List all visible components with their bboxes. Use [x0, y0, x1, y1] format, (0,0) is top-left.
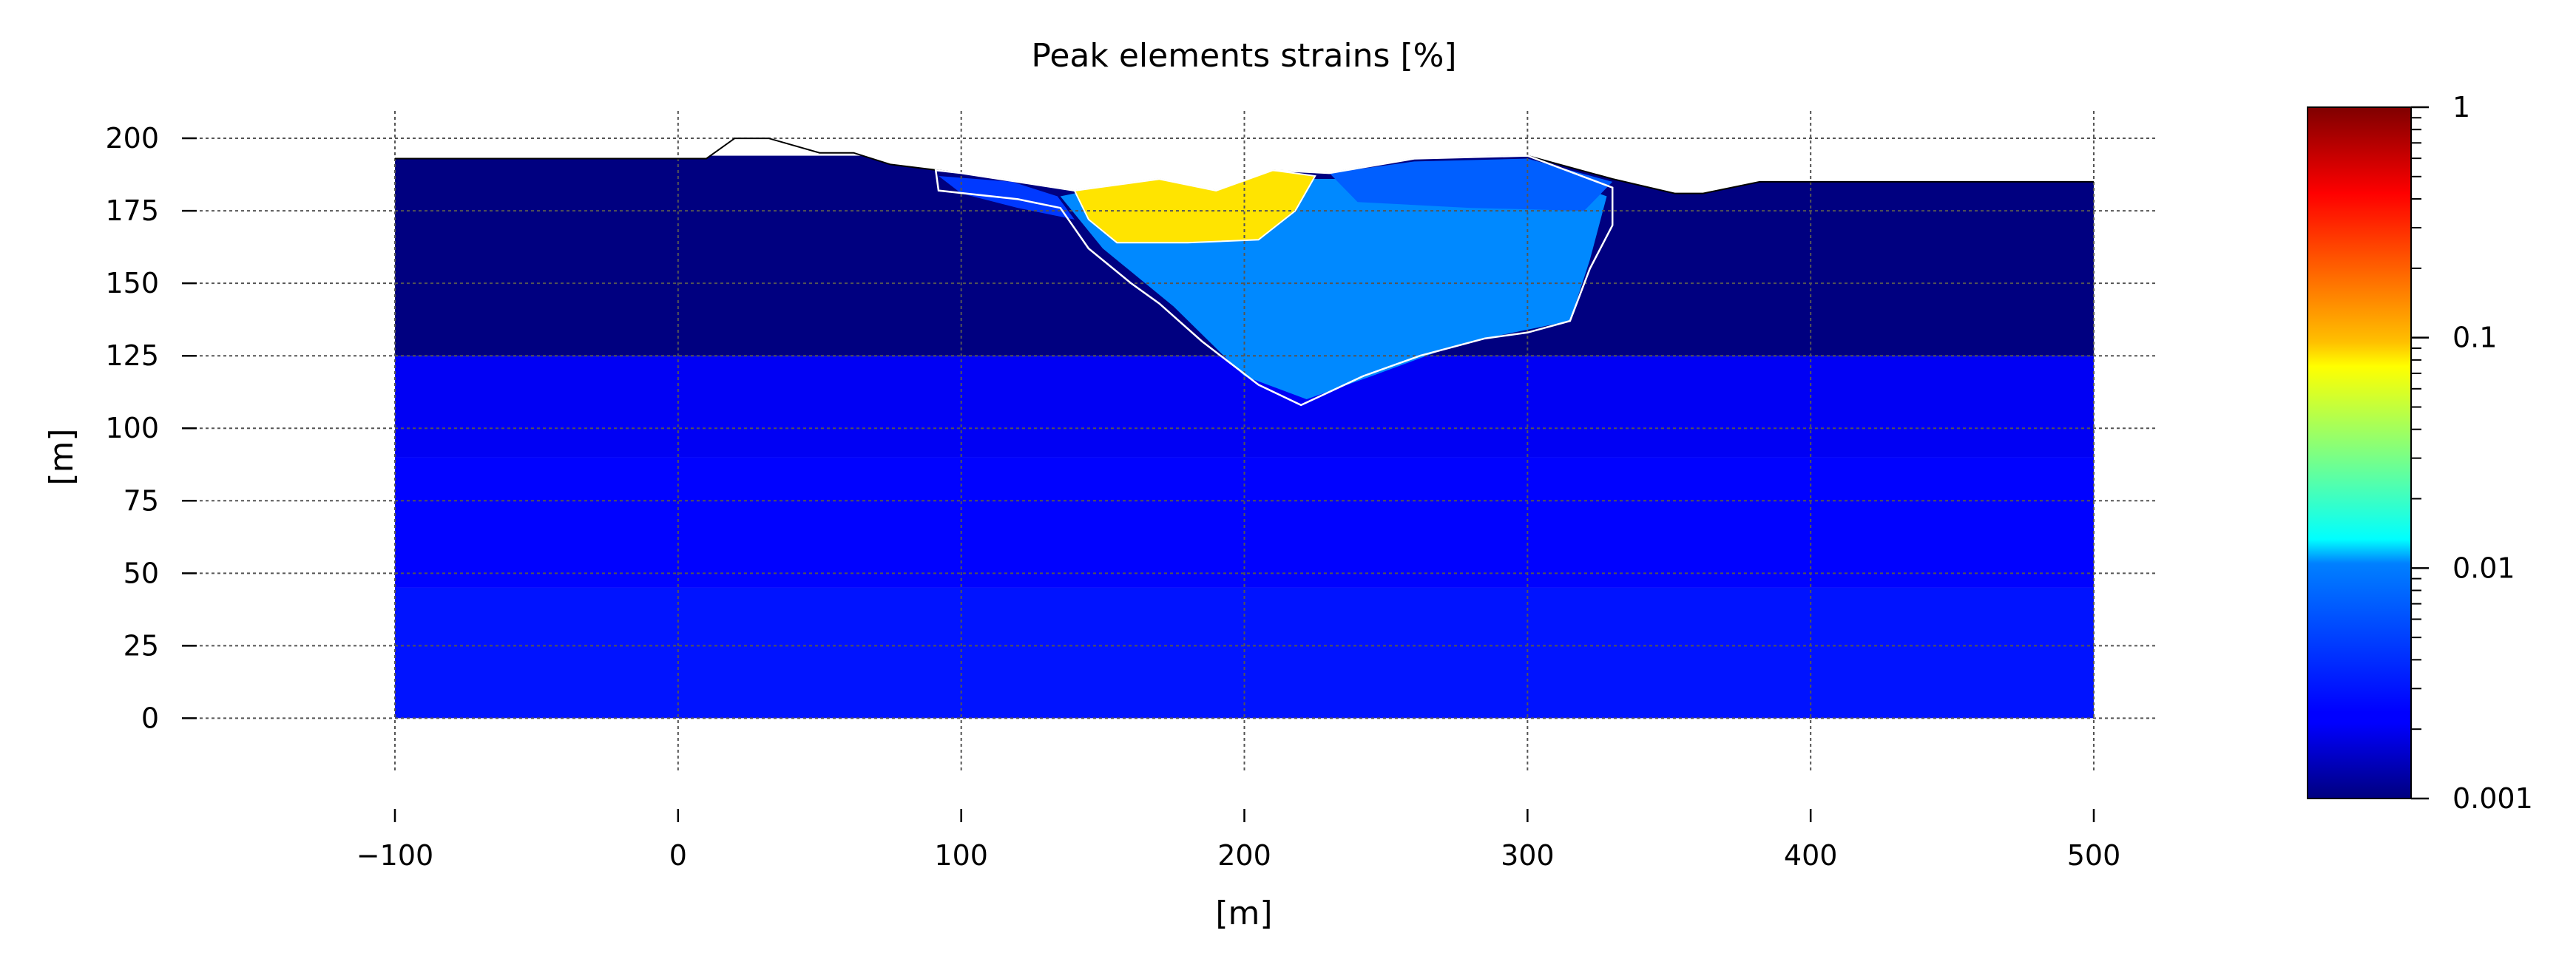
- x-tick-label-0: −100: [356, 839, 433, 872]
- y-tick-label-8: 200: [105, 122, 159, 155]
- chart-title: Peak elements strains [%]: [1031, 37, 1456, 75]
- colorbar-tick-label-0: 0.001: [2452, 782, 2533, 815]
- x-tick-label-2: 100: [934, 839, 988, 872]
- y-tick-label-6: 150: [105, 267, 159, 299]
- colorbar-tick-label-2: 0.1: [2452, 322, 2497, 354]
- y-tick-label-4: 100: [105, 412, 159, 444]
- plot-area: −100 0 100 200 300 400 500 0 25 50 75 100 125 150 175…: [105, 111, 2156, 872]
- colorbar: 0.001 0.01 0.1 1: [2307, 91, 2533, 815]
- high-strain-zone: [1074, 170, 1316, 243]
- x-axis-ticks: −100 0 100 200 300 400 500: [356, 809, 2120, 872]
- y-tick-label-1: 25: [124, 629, 159, 662]
- outlines: [395, 138, 2094, 407]
- x-tick-label-6: 500: [2067, 839, 2121, 872]
- y-tick-label-7: 175: [105, 194, 159, 227]
- colorbar-tick-label-1: 0.01: [2452, 552, 2515, 584]
- strain-region-1: [1329, 158, 1613, 211]
- x-axis-label: [m]: [1215, 895, 1272, 932]
- y-tick-label-0: 0: [141, 702, 159, 734]
- strain-regions: [939, 158, 1613, 400]
- x-tick-label-4: 300: [1501, 839, 1555, 872]
- colorbar-gradient: [2307, 106, 2412, 799]
- y-tick-label-5: 125: [105, 339, 159, 372]
- grid-lines: [200, 111, 2156, 770]
- colorbar-tick-label-3: 1: [2452, 91, 2470, 123]
- colorbar-ticks: 0.001 0.01 0.1 1: [2411, 91, 2533, 815]
- x-tick-label-3: 200: [1217, 839, 1271, 872]
- x-tick-label-5: 400: [1784, 839, 1838, 872]
- high-strain-outline: [1073, 169, 1316, 244]
- x-tick-label-1: 0: [669, 839, 687, 872]
- y-tick-label-3: 75: [124, 484, 159, 517]
- y-axis-ticks: 0 25 50 75 100 125 150 175 200: [105, 122, 197, 734]
- y-axis-label: [m]: [43, 428, 81, 485]
- y-tick-label-2: 50: [124, 557, 159, 589]
